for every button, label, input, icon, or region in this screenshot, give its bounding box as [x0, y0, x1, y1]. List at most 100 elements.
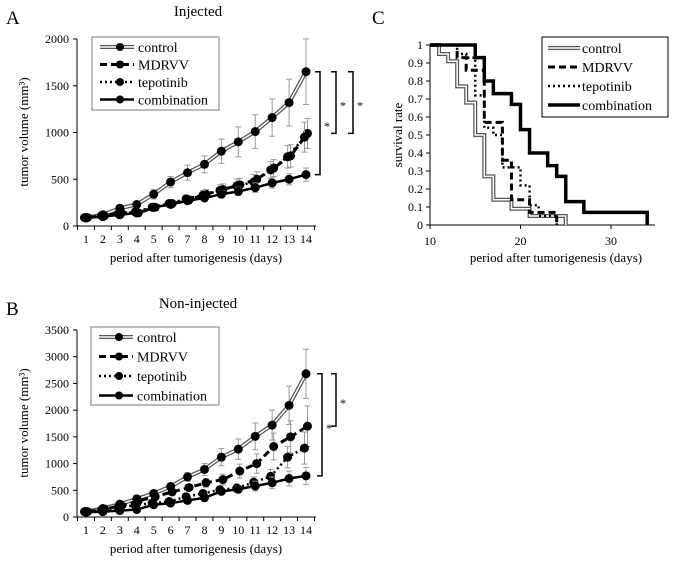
panel-b-ylabel: tumor volume (mm³)	[16, 368, 31, 477]
data-point	[233, 186, 243, 196]
y-tick-label: 0.7	[408, 92, 423, 106]
data-point	[183, 472, 193, 482]
series-combination	[430, 43, 649, 225]
data-point	[269, 441, 279, 451]
y-tick-label: 1000	[45, 457, 69, 471]
data-point	[235, 466, 245, 476]
significance-bracket: *	[331, 70, 346, 135]
legend-label: control	[137, 331, 177, 346]
data-point	[250, 183, 260, 193]
legend-item-combination: combination	[99, 390, 207, 405]
x-tick-label: 1	[83, 523, 89, 537]
legend: control MDRVV tepotinib combination	[91, 36, 220, 111]
y-tick-label: 500	[51, 483, 69, 497]
x-tick-label: 11	[249, 523, 261, 537]
data-point	[301, 67, 311, 77]
bracket-line	[331, 70, 337, 135]
significance-bracket: *	[315, 70, 330, 176]
legend-item-control: control	[100, 41, 178, 56]
data-point	[201, 478, 211, 488]
legend-label: combination	[582, 99, 652, 114]
legend-label: tepotinib	[137, 370, 187, 385]
data-point	[250, 431, 260, 441]
data-point	[166, 498, 176, 508]
x-tick-label: 14	[300, 523, 312, 537]
data-point	[218, 475, 228, 485]
x-tick-label: 12	[266, 523, 278, 537]
panel-c-xlabel: period after tumorigenesis (days)	[470, 250, 642, 265]
significance-bracket: *	[331, 373, 346, 427]
data-point	[233, 484, 243, 494]
legend-marker	[116, 78, 124, 86]
panel-a-title: Injected	[174, 4, 223, 20]
x-tick-label: 10	[232, 232, 244, 246]
data-point	[166, 199, 176, 209]
x-tick-label: 2	[100, 232, 106, 246]
x-tick-label: 6	[168, 232, 174, 246]
data-point	[149, 189, 159, 199]
survival-curve-inner	[430, 44, 567, 225]
y-tick-label: 1500	[45, 79, 69, 93]
x-tick-label: 4	[134, 232, 140, 246]
panel-a-ylabel: tumor volume (mm³)	[16, 77, 31, 186]
legend-item-combination: combination	[100, 94, 208, 109]
data-point	[199, 159, 209, 169]
data-point	[284, 98, 294, 108]
x-tick-label: 12	[266, 232, 278, 246]
significance-star: *	[326, 421, 332, 435]
y-tick-label: 1	[417, 38, 423, 52]
data-point	[183, 168, 193, 178]
y-tick-label: 0.2	[408, 182, 423, 196]
y-tick-label: 0	[417, 218, 423, 232]
legend-marker	[116, 43, 124, 51]
legend-item-control: control	[548, 42, 622, 57]
x-tick-label: 10	[232, 523, 244, 537]
legend-item-MDRVV: MDRVV	[548, 61, 633, 76]
data-point	[98, 212, 108, 222]
data-point	[250, 127, 260, 137]
x-tick-label: 9	[218, 523, 224, 537]
series-combination	[81, 167, 311, 223]
legend-item-MDRVV: MDRVV	[99, 351, 188, 366]
significance-star: *	[340, 99, 346, 113]
legend-marker	[115, 352, 123, 361]
y-tick-label: 0.8	[408, 74, 423, 88]
survival-curve	[430, 43, 649, 225]
y-tick-label: 3500	[45, 323, 69, 337]
x-tick-label: 7	[185, 232, 191, 246]
significance-star: *	[357, 99, 363, 113]
panel-label-b: B	[6, 299, 19, 320]
bracket-line	[331, 373, 337, 427]
bracket-line	[317, 373, 323, 477]
y-tick-label: 1000	[45, 126, 69, 140]
y-tick-label: 0.3	[408, 164, 423, 178]
data-point	[283, 152, 293, 162]
data-point	[216, 146, 226, 156]
x-tick-label: 8	[201, 232, 207, 246]
legend-label: MDRVV	[137, 351, 188, 366]
legend-label: MDRVV	[582, 61, 633, 76]
data-point	[81, 213, 91, 223]
y-tick-label: 3000	[45, 350, 69, 364]
data-point	[301, 170, 311, 180]
x-tick-label: 5	[151, 523, 157, 537]
data-point	[81, 507, 91, 517]
x-tick-label: 13	[283, 523, 295, 537]
x-tick-label: 14	[300, 232, 312, 246]
x-tick-label: 7	[185, 523, 191, 537]
data-point	[266, 165, 276, 175]
data-point	[301, 369, 311, 379]
data-point	[115, 506, 125, 516]
data-point	[233, 444, 243, 454]
x-tick-label: 20	[515, 234, 527, 248]
x-tick-label: 10	[424, 234, 436, 248]
data-point	[183, 196, 193, 206]
legend-item-tepotinib: tepotinib	[99, 370, 187, 385]
x-tick-label: 30	[605, 234, 617, 248]
data-point	[267, 178, 277, 188]
x-tick-label: 4	[134, 523, 140, 537]
data-point	[301, 471, 311, 481]
